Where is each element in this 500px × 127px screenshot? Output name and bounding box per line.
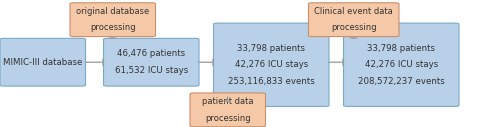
FancyBboxPatch shape [104,38,199,86]
Text: Clinical event data: Clinical event data [314,7,393,16]
Text: 42,276 ICU stays: 42,276 ICU stays [364,60,438,69]
FancyBboxPatch shape [190,93,266,127]
Text: 42,276 ICU stays: 42,276 ICU stays [234,60,308,69]
Text: original database: original database [76,7,150,16]
Text: 208,572,237 events: 208,572,237 events [358,77,444,86]
FancyBboxPatch shape [0,38,86,86]
FancyBboxPatch shape [214,23,329,106]
Text: 253,116,833 events: 253,116,833 events [228,77,314,86]
FancyBboxPatch shape [70,3,156,37]
Text: 46,476 patients: 46,476 patients [117,50,186,58]
FancyBboxPatch shape [344,23,459,106]
Text: processing: processing [331,23,376,32]
Text: patient data: patient data [202,97,254,106]
Text: 33,798 patients: 33,798 patients [367,44,435,53]
Text: 33,798 patients: 33,798 patients [238,44,305,53]
Text: processing: processing [90,23,136,32]
FancyBboxPatch shape [308,3,399,37]
Text: MIMIC-III database: MIMIC-III database [3,58,82,67]
Text: 61,532 ICU stays: 61,532 ICU stays [114,66,188,75]
Text: processing: processing [205,114,250,123]
